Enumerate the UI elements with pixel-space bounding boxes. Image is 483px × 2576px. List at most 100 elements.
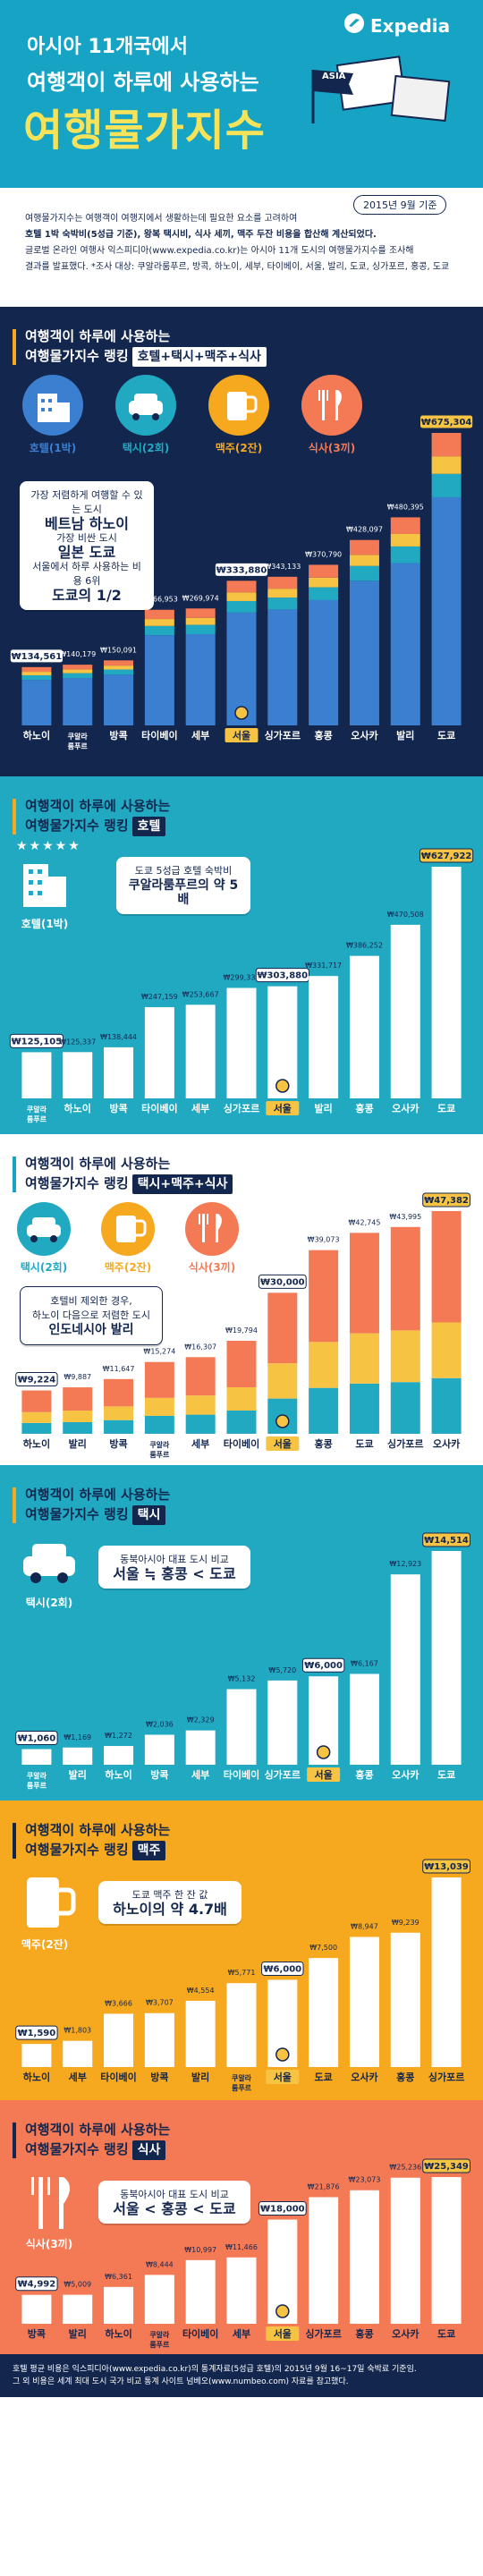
- bar-segment: [185, 1357, 216, 1396]
- value-label: ₩333,880: [216, 565, 267, 575]
- chart-taxi-beer-meal: ₩9,224 하노이 ₩9,887 발리 ₩11,647 방콕 ₩15,274 쿠알라룸푸르 ₩…: [15, 1192, 470, 1459]
- bar-segment: [390, 517, 420, 534]
- value-label: ₩6,361: [105, 2273, 132, 2281]
- bar-segment: [185, 634, 216, 725]
- bar-segment: [309, 564, 339, 578]
- value-label-bg: [261, 1961, 304, 1976]
- category-label: 룸푸르: [27, 1781, 47, 1790]
- bar-segment: [431, 456, 462, 474]
- value-label: ₩140,179: [59, 650, 96, 658]
- callout-box: 도쿄 5성급 호텔 숙박비 쿠알라룸푸르의 약 5배: [116, 857, 250, 914]
- bar: [104, 1746, 134, 1765]
- bar: [21, 2044, 52, 2067]
- value-label: ₩675,304: [421, 418, 472, 428]
- category-label: 하노이: [64, 1102, 91, 1114]
- bar-segment: [21, 666, 52, 673]
- category-label: 방콕: [109, 1102, 127, 1114]
- value-label: ₩19,794: [225, 1326, 258, 1335]
- bar-segment: [390, 1226, 420, 1331]
- value-label: ₩16,307: [184, 1343, 216, 1351]
- value-label: ₩43,995: [389, 1213, 421, 1221]
- category-label: 홍콩: [315, 729, 333, 741]
- value-label: ₩370,790: [305, 550, 342, 558]
- bar: [104, 2286, 134, 2324]
- bar-segment: [63, 1422, 93, 1434]
- bar-segment: [185, 1414, 216, 1434]
- category-label: 방콕: [150, 1768, 168, 1781]
- meal-icon: [301, 374, 363, 440]
- bar-segment: [431, 433, 462, 457]
- category-label: 오사카: [351, 729, 377, 741]
- bar-segment: [226, 1340, 257, 1387]
- hero-line2: 여행객이 하루에 사용하는: [27, 70, 259, 95]
- value-label-bg: [15, 1372, 58, 1387]
- star-rating: ★★★★★: [16, 839, 81, 853]
- expedia-logo[interactable]: Expedia: [343, 13, 450, 38]
- callout-box: 가장 저렴하게 여행할 수 있는 도시 베트남 하노이 가장 비싼 도시 일본 …: [20, 481, 154, 610]
- bar: [349, 2190, 379, 2324]
- bar-segment: [267, 589, 298, 598]
- value-label-bg: [15, 2025, 58, 2040]
- value-label-bg: [9, 648, 64, 664]
- value-label: ₩8,947: [351, 1923, 378, 1931]
- category-label: 서울: [233, 729, 250, 741]
- bar: [63, 2294, 93, 2324]
- value-label: ₩6,000: [263, 1964, 301, 1974]
- bar-segment: [21, 1422, 52, 1434]
- bar-segment: [21, 1411, 52, 1423]
- bar-segment: [349, 580, 379, 725]
- value-label: ₩2,329: [187, 1716, 215, 1724]
- category-label: 타이베이: [141, 1102, 177, 1114]
- category-label: 세부: [233, 2327, 250, 2340]
- meal-icon: [22, 2172, 85, 2238]
- category-label: 세부: [191, 1437, 209, 1450]
- value-label: ₩23,073: [349, 2176, 381, 2184]
- category-label: 타이베이: [100, 2071, 136, 2083]
- value-label: ₩253,667: [182, 990, 219, 998]
- bar-segment: [309, 1250, 339, 1343]
- category-label: 하노이: [23, 729, 50, 741]
- category-label: 쿠알라: [232, 2073, 252, 2082]
- section-header: 여행객이 하루에 사용하는 여행물가지수 랭킹 호텔: [13, 796, 170, 836]
- value-label: ₩299,338: [224, 974, 260, 982]
- taxi-icon: [114, 374, 177, 440]
- category-label: 도쿄: [437, 2328, 455, 2340]
- value-label: ₩480,395: [387, 503, 424, 511]
- bar-segment: [390, 546, 420, 564]
- category-label: 쿠알라: [149, 2330, 170, 2339]
- bar-segment: [267, 576, 298, 589]
- bar: [144, 1734, 174, 1765]
- taxi-icon: [16, 1201, 72, 1260]
- value-label: ₩386,252: [346, 942, 383, 950]
- bar-segment: [144, 1415, 174, 1434]
- value-label-bg: [9, 1033, 64, 1048]
- bar-segment: [226, 600, 257, 613]
- category-label: 쿠알라: [68, 732, 89, 741]
- value-label: ₩5,132: [228, 1674, 256, 1682]
- bar: [390, 2177, 420, 2324]
- bar: [390, 1932, 420, 2067]
- value-label: ₩25,349: [424, 2162, 469, 2172]
- bar: [144, 2275, 174, 2324]
- seoul-marker-icon: [316, 1745, 331, 1759]
- value-label: ₩150,091: [100, 646, 137, 654]
- category-label: 방콕: [109, 729, 127, 741]
- hero-title: 여행물가지수: [23, 106, 266, 156]
- category-label: 오사카: [433, 1437, 460, 1450]
- value-label-bg: [422, 1859, 470, 1874]
- bar-segment: [21, 1390, 52, 1412]
- meal-icon: [184, 1201, 240, 1260]
- seoul-marker-icon: [275, 1414, 290, 1428]
- category-label: 발리: [69, 2327, 87, 2340]
- value-label: ₩47,382: [424, 1196, 469, 1206]
- callout-box: 도쿄 맥주 한 잔 값 하노이의 약 4.7배: [98, 1881, 242, 1924]
- bar: [390, 924, 420, 1098]
- bar-segment: [431, 496, 462, 725]
- value-label: ₩138,444: [100, 1033, 137, 1041]
- value-label: ₩18,000: [260, 2205, 305, 2215]
- footnote: 호텔 평균 비용은 익스피디아(www.expedia.co.kr)의 통계자료…: [0, 2354, 483, 2397]
- bar: [349, 955, 379, 1098]
- value-label: ₩42,745: [349, 1218, 381, 1226]
- category-label: 홍콩: [355, 1768, 373, 1781]
- value-label: ₩9,224: [18, 1376, 56, 1385]
